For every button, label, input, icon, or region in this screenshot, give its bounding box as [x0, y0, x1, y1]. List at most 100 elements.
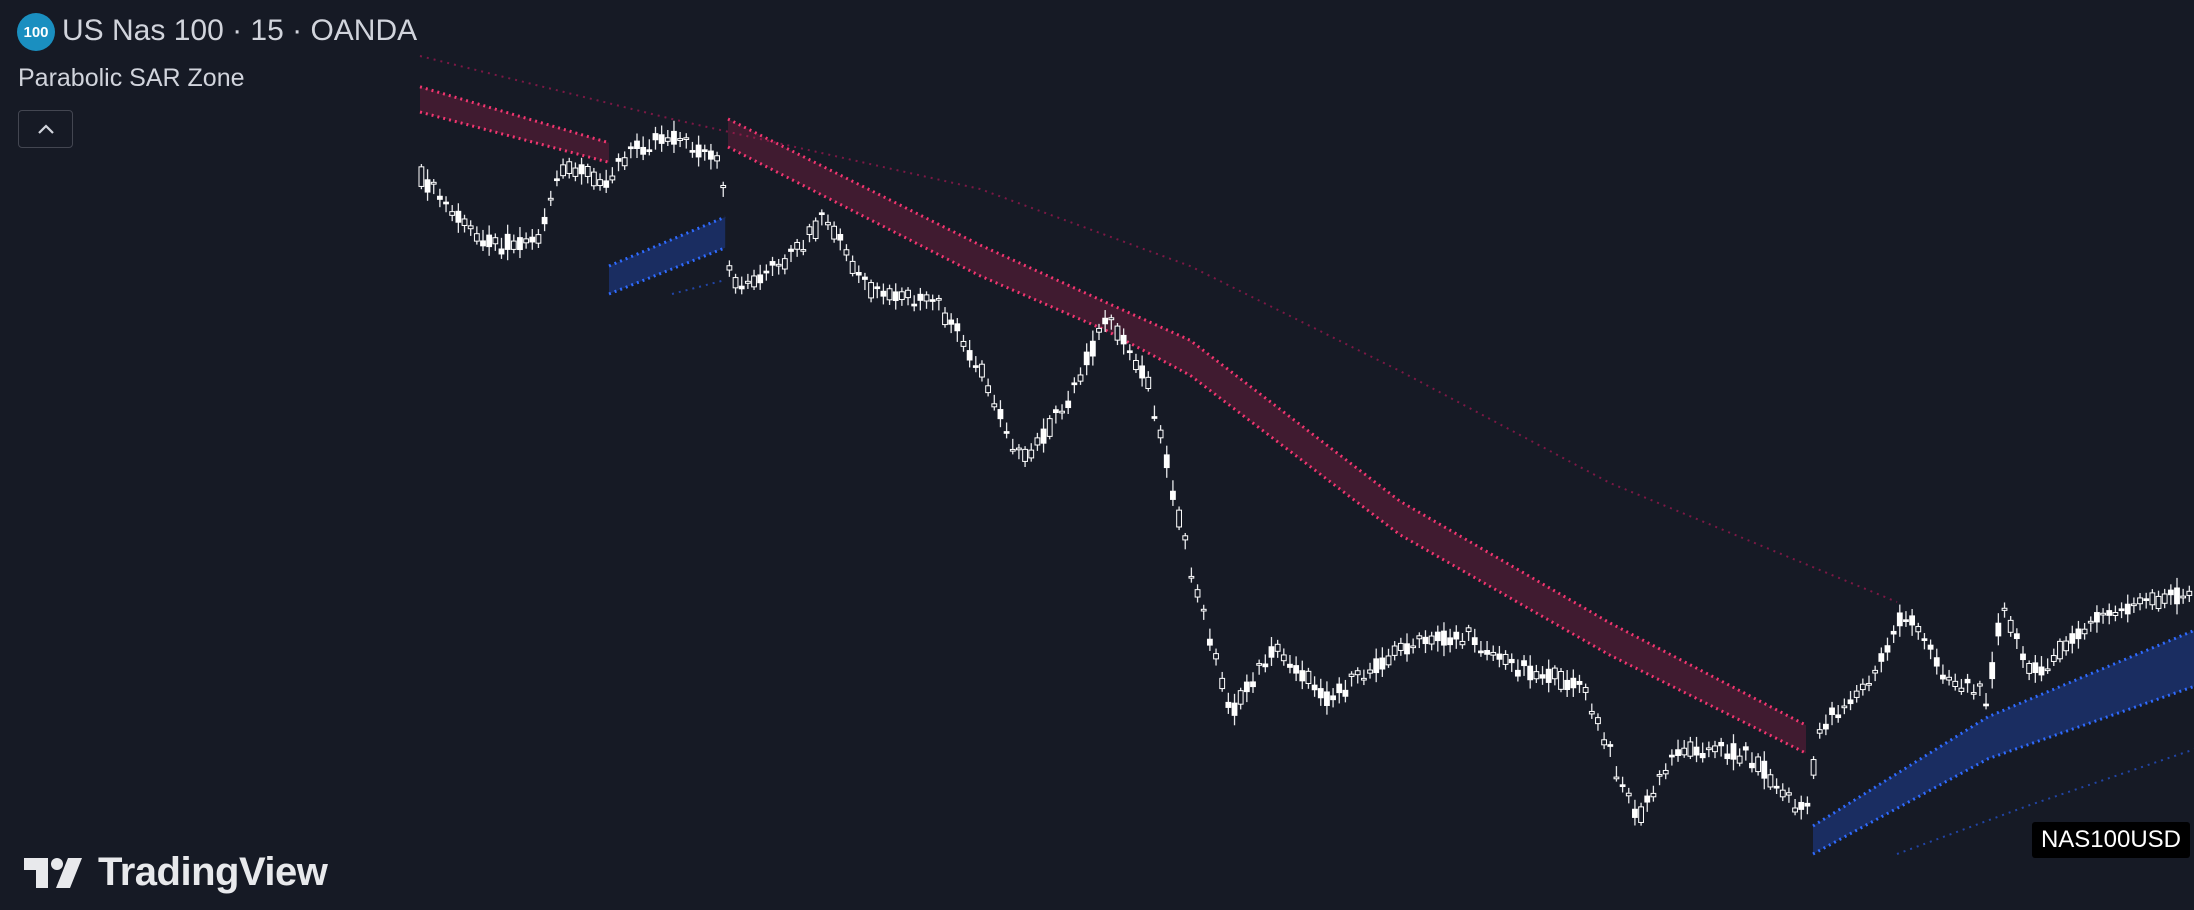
candle-body: [1761, 760, 1768, 779]
candle-body: [1348, 673, 1355, 677]
candle-body: [1582, 687, 1589, 693]
candle-body: [1681, 747, 1688, 756]
candle-body: [2167, 589, 2174, 596]
candle-body: [929, 299, 936, 302]
candle-body: [627, 146, 634, 150]
candle-body: [467, 225, 474, 230]
candle-body: [1496, 653, 1503, 660]
indicator-name: Parabolic SAR Zone: [18, 64, 245, 92]
candle-body: [1718, 741, 1725, 747]
candle-body: [2063, 640, 2070, 652]
candle-body: [1810, 759, 1817, 776]
candle-body: [2020, 653, 2026, 661]
candle-body: [1330, 695, 1336, 701]
sar-line: [671, 279, 726, 295]
candle-body: [1662, 769, 1669, 775]
candle-body: [461, 218, 468, 226]
candle-body: [664, 137, 671, 142]
candle-body: [1588, 710, 1595, 715]
candle-body: [529, 236, 536, 243]
candle-body: [1003, 431, 1010, 434]
candle-body: [1989, 662, 1996, 680]
candle-body: [523, 238, 530, 244]
candle-body: [1120, 334, 1127, 345]
sar-zones: [419, 55, 2194, 856]
candle-body: [492, 237, 499, 245]
candle-body: [911, 303, 918, 307]
candle-body: [726, 265, 733, 271]
candle-body: [763, 270, 770, 274]
candle-body: [948, 319, 955, 325]
candle-body: [966, 350, 973, 361]
candle-body: [1915, 626, 1922, 633]
zone-fill: [609, 217, 726, 294]
candle-body: [1995, 622, 2002, 637]
candle-body: [1792, 807, 1798, 813]
candle-body: [1441, 630, 1447, 646]
candle-body: [1730, 743, 1737, 760]
candle-body: [517, 237, 523, 251]
candle-body: [1872, 669, 1879, 674]
candle-body: [2001, 607, 2008, 611]
candle-body: [1952, 680, 1959, 688]
candle-body: [960, 340, 967, 347]
candle-body: [541, 216, 548, 225]
candle-body: [732, 277, 739, 289]
candle-body: [2013, 633, 2020, 640]
collapse-button[interactable]: [18, 110, 73, 148]
candle-body: [825, 221, 831, 226]
candle-body: [1712, 745, 1718, 753]
candle-body: [868, 282, 874, 299]
candle-body: [1675, 749, 1681, 756]
candle-body: [1478, 650, 1484, 654]
candle-body: [640, 146, 647, 155]
candle-body: [1096, 327, 1102, 333]
candle-body: [1139, 365, 1146, 379]
candle-body: [1539, 674, 1546, 679]
candle-body: [424, 179, 431, 193]
candle-body: [443, 201, 449, 205]
candle-body: [1859, 683, 1866, 691]
candle-body: [1354, 670, 1361, 676]
candle-body: [1022, 448, 1028, 462]
candle-body: [1225, 701, 1232, 708]
zone-edge: [1812, 684, 2194, 856]
candle-body: [572, 167, 579, 177]
candle-body: [1009, 448, 1016, 452]
candle-body: [1028, 449, 1035, 459]
candle-body: [1933, 657, 1940, 667]
candle-body: [1619, 784, 1626, 787]
candle-body: [2044, 668, 2051, 672]
candle-body: [751, 275, 757, 288]
candle-body: [2186, 590, 2193, 596]
candle-body: [701, 149, 708, 152]
candle-body: [781, 258, 788, 270]
candle-body: [689, 150, 696, 153]
candle-body: [1847, 699, 1854, 705]
candle-body: [597, 179, 603, 187]
candle-body: [480, 240, 486, 247]
candle-body: [634, 140, 640, 149]
candle-body: [436, 195, 443, 200]
candle-body: [455, 210, 462, 223]
candle-body: [917, 293, 924, 301]
candle-body: [1779, 789, 1786, 798]
candle-body: [566, 161, 573, 174]
candle-body: [418, 166, 425, 187]
candle-body: [1126, 350, 1133, 354]
candle-body: [843, 249, 850, 256]
candle-body: [1890, 630, 1897, 635]
candle-body: [1262, 663, 1269, 668]
candle-body: [621, 157, 628, 167]
candle-body: [1927, 644, 1934, 650]
candle-body: [1206, 638, 1213, 646]
candle-body: [972, 365, 979, 368]
candle-body: [1742, 746, 1749, 751]
candle-body: [1077, 374, 1084, 382]
zone-edge: [419, 110, 610, 164]
candle-body: [1465, 627, 1472, 633]
candle-body: [775, 263, 782, 267]
candle-body: [837, 234, 844, 241]
candle-body: [646, 149, 653, 153]
